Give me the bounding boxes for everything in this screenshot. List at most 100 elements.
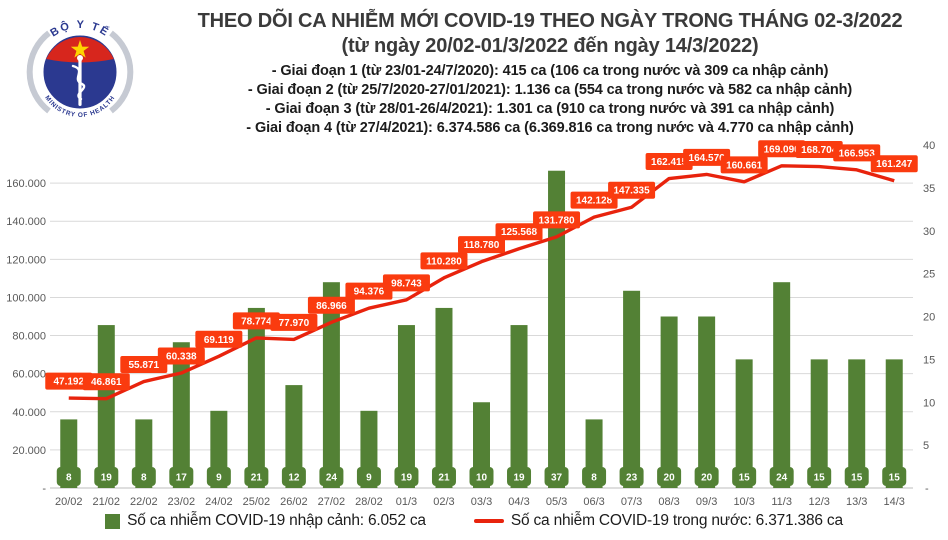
line-value-box [795, 141, 843, 159]
bar [510, 325, 528, 488]
bar [97, 325, 115, 488]
stage-summary: - Giai đoạn 1 (từ 23/01-24/7/2020): 415 … [160, 62, 940, 138]
line-value-label: 94.376 [354, 287, 385, 298]
legend-label-domestic: Số ca nhiễm COVID-19 trong nước: 6.371.3… [510, 512, 843, 529]
bar-value-badge [807, 467, 832, 486]
bar-value-label: 24 [326, 473, 338, 484]
bar-value-badge [56, 467, 81, 486]
right-axis-tick: 30 [923, 226, 935, 238]
left-axis-tick: 80.000 [12, 331, 46, 343]
bar-value-badge [431, 467, 456, 486]
line-value-box [45, 372, 93, 390]
bar-value-badge [319, 467, 344, 486]
right-axis-tick: 25 [923, 269, 935, 281]
bar-value-label: 21 [251, 473, 263, 484]
bar [285, 385, 303, 488]
bar [322, 282, 340, 488]
line-value-label: 147.335 [614, 186, 651, 197]
page-subtitle: (từ ngày 20/02-01/3/2022 đến ngày 14/3/2… [341, 35, 759, 57]
x-axis-label: 08/3 [658, 496, 679, 508]
bar-value-label: 37 [551, 473, 563, 484]
bar-value-badge [507, 467, 532, 486]
line-value-box [270, 313, 318, 331]
line-value-box [758, 140, 806, 158]
x-axis-label: 28/02 [355, 496, 383, 508]
x-axis-label: 01/3 [396, 496, 417, 508]
line-value-label: 77.970 [279, 318, 310, 329]
line-value-box [608, 181, 656, 199]
line-value-label: 47.192 [53, 377, 84, 388]
right-axis-zero: - [925, 483, 929, 495]
line-series [68, 164, 895, 401]
bar-value-label: 8 [591, 473, 597, 484]
line-value-label: 98.743 [391, 278, 422, 289]
bar-value-label: 17 [176, 473, 188, 484]
x-axis-label: 02/3 [433, 496, 454, 508]
line-value-label: 118.780 [464, 240, 500, 251]
bar [810, 359, 828, 488]
header: THEO DÕI CA NHIỄM MỚI COVID-19 THEO NGÀY… [160, 8, 940, 138]
bar [172, 342, 190, 488]
bar-value-label: 19 [401, 473, 413, 484]
bar-value-badge [356, 467, 381, 486]
line-series-swatch-icon [473, 519, 504, 523]
line-value-label: 166.953 [839, 148, 876, 159]
line-value-label: 142.128 [576, 196, 613, 207]
bar-value-badge [619, 467, 644, 486]
right-axis-tick: 10 [923, 397, 935, 409]
line-value-label: 161.247 [876, 159, 913, 170]
line-value-label: 169.090 [764, 144, 801, 155]
right-axis-tick: 40 [923, 140, 935, 152]
bar [247, 307, 265, 488]
line-value-label: 60.338 [166, 352, 197, 363]
line-value-box [720, 156, 768, 174]
line-value-box [157, 347, 205, 365]
bar-value-label: 21 [438, 473, 450, 484]
bar-value-badge [206, 467, 231, 486]
x-axis-label: 23/02 [168, 496, 196, 508]
bar [660, 316, 678, 488]
left-axis-tick: 160.000 [6, 178, 46, 190]
line-value-box [495, 223, 543, 241]
bar [435, 307, 453, 488]
x-axis-label: 10/3 [733, 496, 754, 508]
bar [473, 402, 490, 488]
bar-value-label: 15 [814, 473, 826, 484]
line-value-label: 110.280 [426, 256, 462, 267]
line-value-label: 46.861 [91, 377, 122, 388]
stage-1-line: - Giai đoạn 1 (từ 23/01-24/7/2020): 415 … [271, 63, 829, 79]
line-value-box [458, 236, 505, 254]
line-value-label: 160.661 [726, 160, 763, 171]
stage-4-line: - Giai đoạn 4 (từ 27/4/2021): 6.374.586 … [246, 120, 854, 136]
bar-value-badge [94, 467, 119, 486]
line-value-box [683, 148, 731, 166]
bar-value-badge [582, 467, 607, 486]
line-value-box [232, 312, 280, 330]
line-value-box [82, 373, 130, 391]
x-axis-label: 26/02 [280, 496, 308, 508]
line-value-label: 78.774 [241, 316, 272, 327]
x-axis-label: 14/3 [884, 496, 905, 508]
left-axis-zero: - [42, 483, 46, 495]
bar [773, 282, 791, 488]
left-axis-tick: 60.000 [12, 369, 46, 381]
line-value-box [195, 330, 243, 348]
x-axis-label: 12/3 [808, 496, 829, 508]
legend-item-domestic: Số ca nhiễm COVID-19 trong nước: 6.371.3… [473, 512, 843, 530]
page-title: THEO DÕI CA NHIỄM MỚI COVID-19 THEO NGÀY… [197, 10, 903, 32]
covid-daily-chart: 20.000 40.000 60.000 80.000 100.000 120.000 14… [6, 140, 935, 508]
stage-2-line: - Giai đoạn 2 (từ 25/7/2020-27/01/2021):… [247, 82, 853, 98]
bar-value-label: 19 [101, 473, 113, 484]
line-value-label: 125.568 [501, 227, 538, 238]
line-value-box [645, 153, 693, 171]
right-axis-tick: 15 [923, 354, 935, 366]
left-axis-tick: 40.000 [12, 407, 46, 419]
bar-value-badge [244, 467, 269, 486]
x-axis-label: 03/3 [471, 496, 492, 508]
right-axis-tick: 20 [923, 312, 935, 324]
line-value-label: 86.966 [316, 301, 347, 312]
logo-ring [26, 30, 134, 114]
bar-value-label: 8 [66, 473, 72, 484]
bar-value-label: 15 [851, 473, 863, 484]
bar-value-badge [732, 467, 757, 486]
